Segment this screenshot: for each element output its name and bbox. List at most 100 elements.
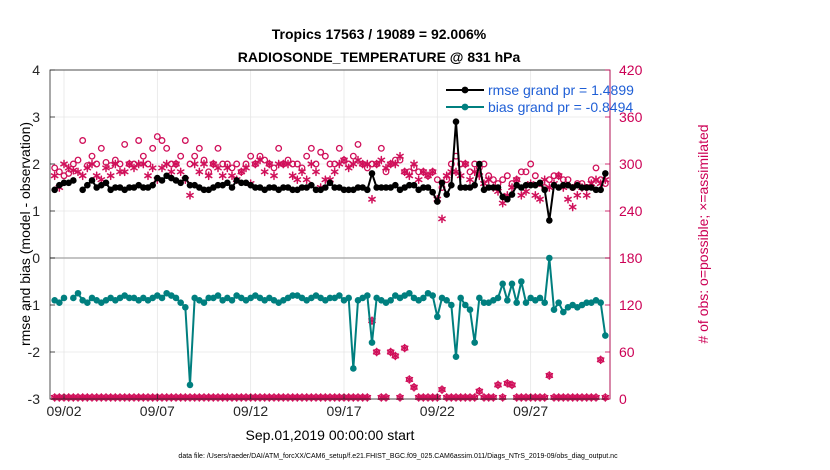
obs-assimilated-point xyxy=(256,155,264,165)
obs-possible-point xyxy=(466,168,474,176)
obs-possible-point xyxy=(153,133,161,141)
obs-possible-point xyxy=(74,156,82,164)
obs-possible-point xyxy=(503,172,511,180)
obs-assimilated-point xyxy=(498,198,507,208)
obs-possible-point xyxy=(447,160,455,168)
rmse-point xyxy=(51,186,58,194)
plot-frame xyxy=(49,69,611,400)
obs-possible-point xyxy=(275,144,283,152)
obs-assimilated-point xyxy=(344,163,353,173)
obs-possible-point xyxy=(247,152,255,160)
bias-point xyxy=(350,365,357,372)
obs-assimilated-point xyxy=(293,175,302,185)
obs-assimilated-point xyxy=(148,163,157,173)
obs-assimilated-point xyxy=(377,155,386,165)
rmse-point xyxy=(228,184,236,191)
rmse-point xyxy=(420,184,427,191)
obs-possible-point xyxy=(335,144,343,152)
rmse-point xyxy=(364,186,371,194)
y-left-tick-label: -1 xyxy=(28,297,41,313)
obs-assimilated-point xyxy=(209,159,218,169)
chart-subtitle: RADIOSONDE_TEMPERATURE @ 831 hPa xyxy=(238,49,521,65)
obs-difference-star xyxy=(391,351,400,361)
rmse-point xyxy=(224,179,231,187)
obs-difference-star xyxy=(410,382,418,392)
rmse-point xyxy=(266,184,273,191)
y-right-tick-label: 60 xyxy=(619,344,635,360)
obs-possible-point xyxy=(489,176,497,184)
obs-possible-point xyxy=(303,152,311,160)
obs-assimilated-point xyxy=(349,159,358,169)
x-axis-label: Sep.01,2019 00:00:00 start xyxy=(246,427,415,443)
bias-line xyxy=(54,257,607,386)
rmse-point xyxy=(490,184,497,191)
obs-assimilated-point xyxy=(218,171,227,181)
obs-possible-point xyxy=(149,144,157,152)
obs-assimilated-point xyxy=(307,159,316,169)
rmse-point xyxy=(429,188,436,196)
obs-assimilated-point xyxy=(573,190,582,200)
rmse-point xyxy=(298,184,306,191)
obs-possible-point xyxy=(307,144,315,152)
x-tick-label: 09/02 xyxy=(46,403,81,419)
bias-point xyxy=(158,294,166,302)
rmse-point xyxy=(578,184,586,191)
rmse-point xyxy=(476,160,483,168)
rmse-point xyxy=(522,181,530,189)
obs-assimilated-point xyxy=(396,151,404,161)
obs-assimilated-point xyxy=(354,155,362,165)
obs-possible-point xyxy=(116,160,124,168)
obs-possible-point xyxy=(261,156,269,164)
rmse-point xyxy=(88,177,96,184)
obs-assimilated-point xyxy=(335,159,344,169)
obs-assimilated-point xyxy=(167,167,176,177)
obs-possible-point xyxy=(55,168,63,176)
rmse-point xyxy=(462,184,469,191)
bias-point xyxy=(443,297,450,304)
rmse-point xyxy=(158,177,166,184)
obs-assimilated-point xyxy=(69,165,78,175)
y-left-tick-label: 1 xyxy=(32,203,40,219)
bias-point xyxy=(583,299,590,306)
obs-assimilated-point xyxy=(461,159,470,169)
obs-possible-point xyxy=(457,160,465,168)
obs-possible-point xyxy=(270,164,278,172)
rmse-point xyxy=(382,184,390,191)
rmse-point xyxy=(373,184,380,191)
obs-assimilated-point xyxy=(340,155,348,165)
obs-assimilated-point xyxy=(391,159,400,169)
rmse-point xyxy=(434,198,441,205)
y-left-tick-label: -2 xyxy=(28,344,41,360)
bias-point xyxy=(550,306,558,314)
rmse-point xyxy=(546,217,553,224)
bias-point xyxy=(546,254,553,262)
y-right-axis-label: # of obs: o=possible; ×=assimilated xyxy=(695,124,711,343)
y-right-tick-label: 0 xyxy=(619,391,627,407)
bias-point xyxy=(70,294,77,302)
obs-possible-point xyxy=(522,168,530,176)
obs-possible-point xyxy=(158,137,166,144)
legend-bias-label: bias grand pr = -0.8494 xyxy=(488,99,633,115)
bias-point xyxy=(494,294,502,302)
grid-layer xyxy=(50,69,610,400)
obs-possible-point xyxy=(88,152,96,160)
obs-assimilated-point xyxy=(419,167,428,177)
obs-assimilated-point xyxy=(92,171,101,181)
bias-point xyxy=(597,299,604,306)
obs-count-series-layer xyxy=(50,133,610,402)
obs-assimilated-point xyxy=(204,171,213,181)
obs-difference-star xyxy=(438,385,446,394)
obs-possible-point xyxy=(144,160,152,168)
rmse-point xyxy=(471,181,478,189)
obs-possible-point xyxy=(186,160,194,168)
bias-point xyxy=(466,306,474,314)
obs-difference-star xyxy=(596,355,605,365)
bias-point xyxy=(434,313,441,321)
bias-series-layer xyxy=(51,254,609,389)
obs-assimilated-point xyxy=(582,190,591,200)
obs-possible-point xyxy=(531,172,539,180)
rmse-point xyxy=(126,184,133,191)
obs-assimilated-point xyxy=(363,159,372,169)
rmse-point xyxy=(331,184,338,191)
obs-possible-point xyxy=(191,152,199,160)
